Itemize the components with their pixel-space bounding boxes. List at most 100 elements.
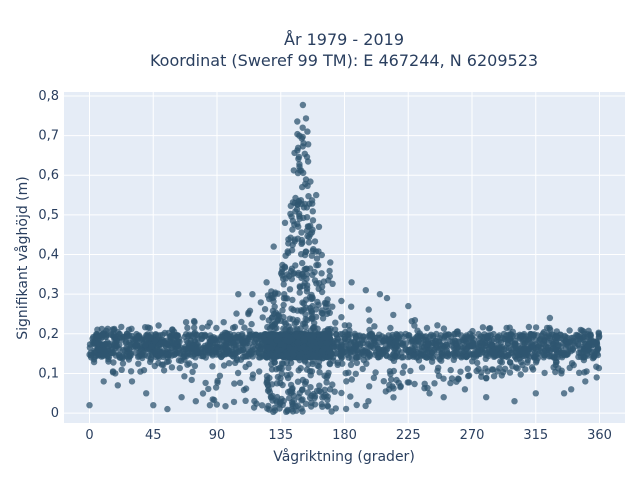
scatter-point xyxy=(279,381,286,389)
scatter-point xyxy=(302,400,310,407)
scatter-point xyxy=(266,350,273,357)
scatter-point xyxy=(156,332,163,339)
scatter-point xyxy=(308,252,315,259)
scatter-point xyxy=(271,324,278,332)
scatter-point xyxy=(269,392,276,400)
y-tick-label: 0,8 xyxy=(38,89,59,104)
scatter-point xyxy=(247,331,254,339)
scatter-point xyxy=(375,349,382,356)
scatter-point xyxy=(213,324,220,332)
scatter-point xyxy=(434,367,441,375)
scatter-point xyxy=(279,307,286,314)
scatter-point xyxy=(389,383,396,390)
scatter-point xyxy=(478,373,485,380)
scatter-point xyxy=(375,353,382,361)
scatter-point xyxy=(113,338,120,345)
scatter-point xyxy=(304,128,311,135)
scatter-point xyxy=(333,331,340,338)
chart-title: År 1979 - 2019 xyxy=(284,30,404,49)
scatter-point xyxy=(234,369,242,377)
scatter-point xyxy=(318,309,325,317)
scatter-point xyxy=(309,271,316,278)
scatter-point xyxy=(309,217,317,224)
scatter-point xyxy=(532,390,539,397)
scatter-point xyxy=(142,336,149,343)
scatter-point xyxy=(323,310,331,318)
scatter-point xyxy=(464,365,471,372)
scatter-point xyxy=(326,273,333,280)
scatter-point xyxy=(105,356,112,363)
scatter-point xyxy=(230,398,238,406)
scatter-point xyxy=(199,324,206,331)
scatter-point xyxy=(406,332,413,339)
scatter-point xyxy=(205,342,212,349)
scatter-point xyxy=(283,351,290,358)
scatter-point xyxy=(489,366,497,373)
scatter-point xyxy=(544,333,551,341)
scatter-point xyxy=(411,322,418,329)
scatter-point xyxy=(578,327,586,334)
scatter-point xyxy=(501,346,508,353)
scatter-point xyxy=(331,388,338,395)
scatter-point xyxy=(329,381,336,388)
scatter-point xyxy=(401,363,408,370)
scatter-point xyxy=(391,352,398,359)
scatter-point xyxy=(347,361,355,368)
scatter-point xyxy=(201,333,208,340)
scatter-point xyxy=(541,369,548,377)
scatter-point xyxy=(479,338,486,345)
scatter-point xyxy=(305,141,312,148)
scatter-point xyxy=(314,325,321,332)
scatter-point xyxy=(319,315,327,322)
scatter-point xyxy=(345,336,352,344)
scatter-point xyxy=(132,336,140,343)
scatter-point xyxy=(342,370,349,377)
y-axis-title: Signifikant våghöjd (m) xyxy=(14,176,31,339)
scatter-point xyxy=(473,367,480,375)
scatter-point xyxy=(256,368,263,375)
data-points xyxy=(86,101,603,415)
scatter-point xyxy=(289,296,296,304)
scatter-point xyxy=(265,386,273,393)
scatter-point xyxy=(595,329,602,336)
scatter-point xyxy=(303,296,310,303)
scatter-point xyxy=(316,369,323,376)
scatter-point xyxy=(277,270,285,277)
scatter-point xyxy=(405,379,413,386)
scatter-point xyxy=(408,337,416,344)
scatter-point xyxy=(334,361,341,368)
scatter-point xyxy=(311,401,319,408)
scatter-point xyxy=(315,223,323,230)
scatter-point xyxy=(216,351,223,358)
scatter-point xyxy=(440,375,447,382)
scatter-point xyxy=(311,393,319,400)
scatter-point xyxy=(585,327,592,334)
scatter-point xyxy=(295,155,302,162)
scatter-point xyxy=(316,382,323,389)
scatter-point xyxy=(170,331,178,338)
scatter-point xyxy=(543,350,551,358)
scatter-point xyxy=(267,338,274,345)
scatter-point xyxy=(314,362,321,369)
scatter-point xyxy=(302,115,310,122)
x-tick-label: 225 xyxy=(396,428,421,443)
scatter-point xyxy=(294,220,301,228)
scatter-point xyxy=(590,352,597,360)
scatter-point xyxy=(446,351,453,359)
scatter-point xyxy=(513,348,520,355)
scatter-point xyxy=(313,191,320,199)
scatter-point xyxy=(280,295,288,302)
scatter-point xyxy=(338,389,345,397)
scatter-point xyxy=(271,359,278,366)
scatter-point xyxy=(123,338,130,345)
scatter-point xyxy=(406,347,414,354)
scatter-point xyxy=(202,379,209,387)
scatter-point xyxy=(138,347,145,354)
scatter-point xyxy=(511,337,519,345)
scatter-point xyxy=(300,214,307,222)
scatter-point xyxy=(397,382,404,390)
scatter-point xyxy=(91,353,98,361)
x-tick-label: 360 xyxy=(587,428,612,443)
scatter-point xyxy=(185,339,192,346)
